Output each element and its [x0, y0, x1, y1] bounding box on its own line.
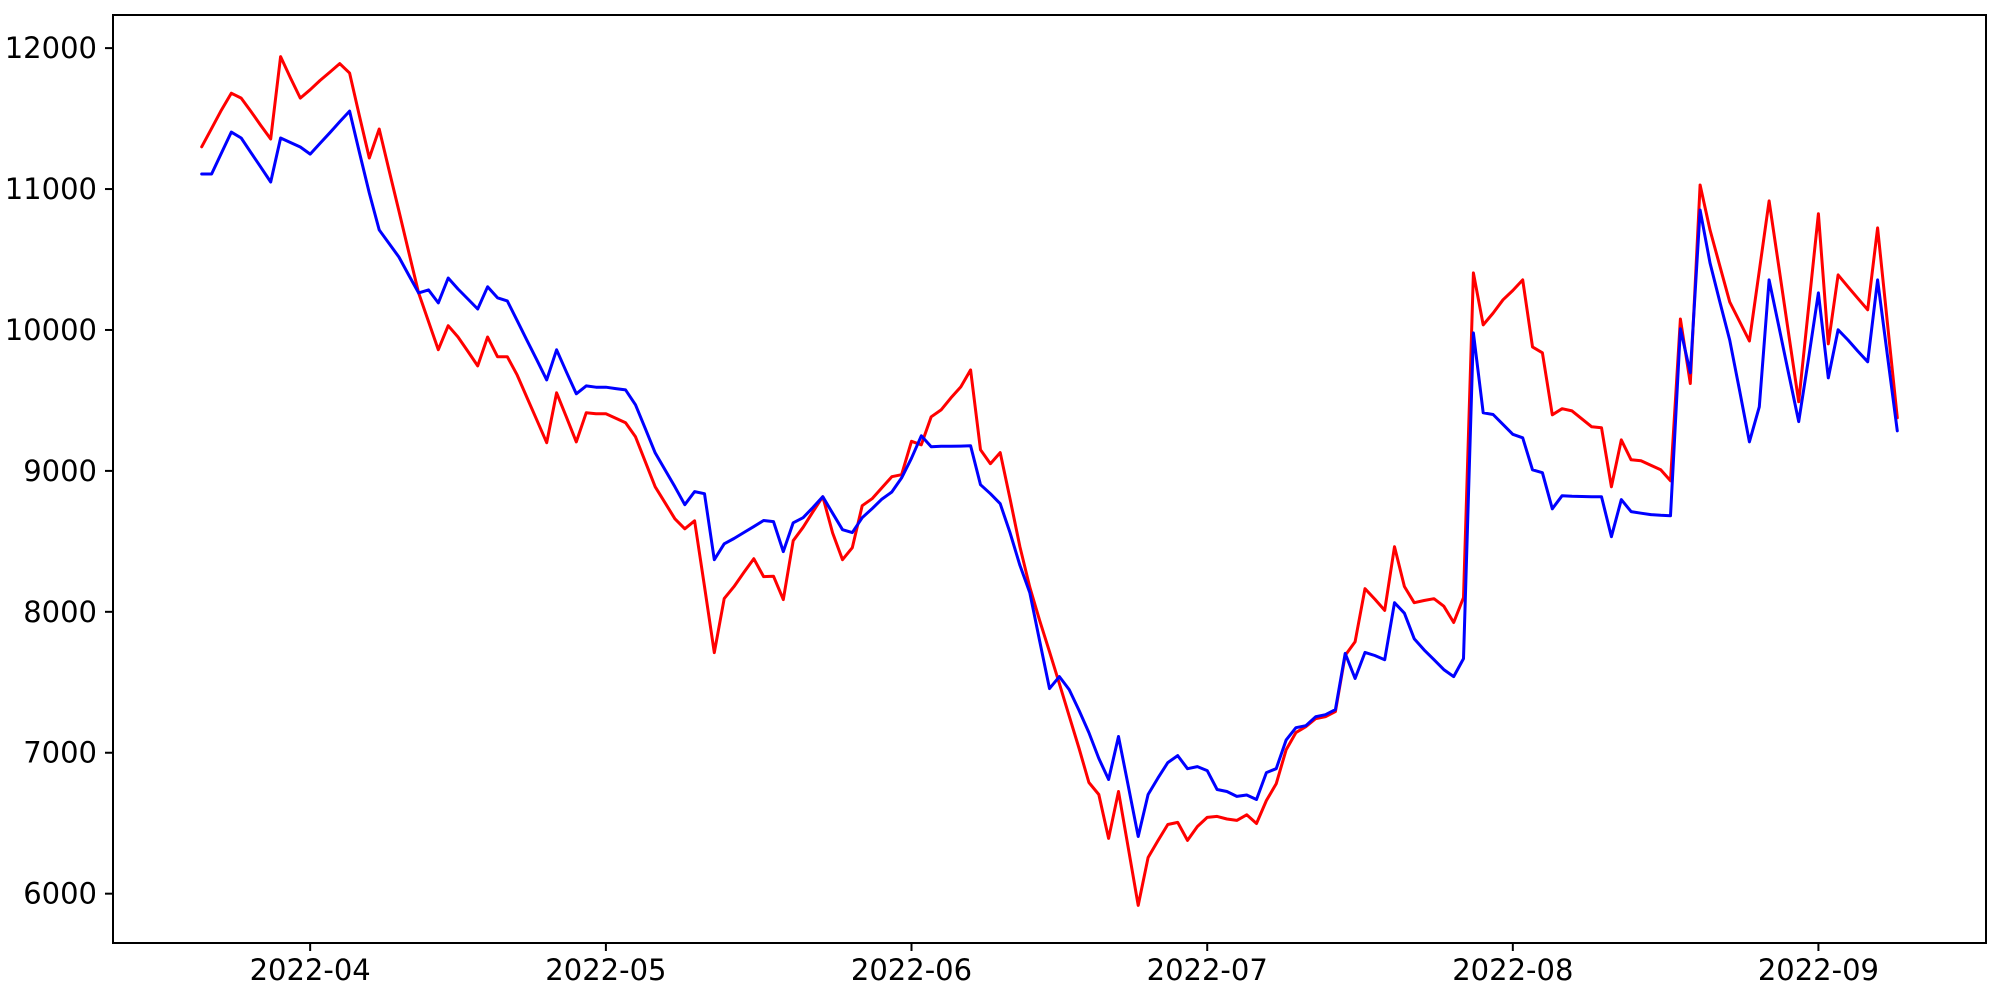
y-tick-label: 8000: [23, 595, 97, 629]
y-tick-label: 12000: [5, 31, 97, 65]
series-blue-line: [200, 109, 1899, 838]
x-tick-label: 2022-09: [1758, 953, 1879, 987]
y-tick-label: 10000: [5, 313, 97, 347]
x-tick-label: 2022-05: [545, 953, 666, 987]
y-tick-label: 11000: [5, 172, 97, 206]
plot-frame: [112, 14, 1987, 944]
series-red-line: [200, 55, 1899, 907]
y-tick-label: 7000: [23, 736, 97, 770]
x-tick-label: 2022-08: [1452, 953, 1573, 987]
y-tick-label: 9000: [23, 454, 97, 488]
x-tick-label: 2022-07: [1147, 953, 1268, 987]
x-tick-label: 2022-04: [250, 953, 371, 987]
y-tick-label: 6000: [23, 877, 97, 911]
x-tick-label: 2022-06: [851, 953, 972, 987]
